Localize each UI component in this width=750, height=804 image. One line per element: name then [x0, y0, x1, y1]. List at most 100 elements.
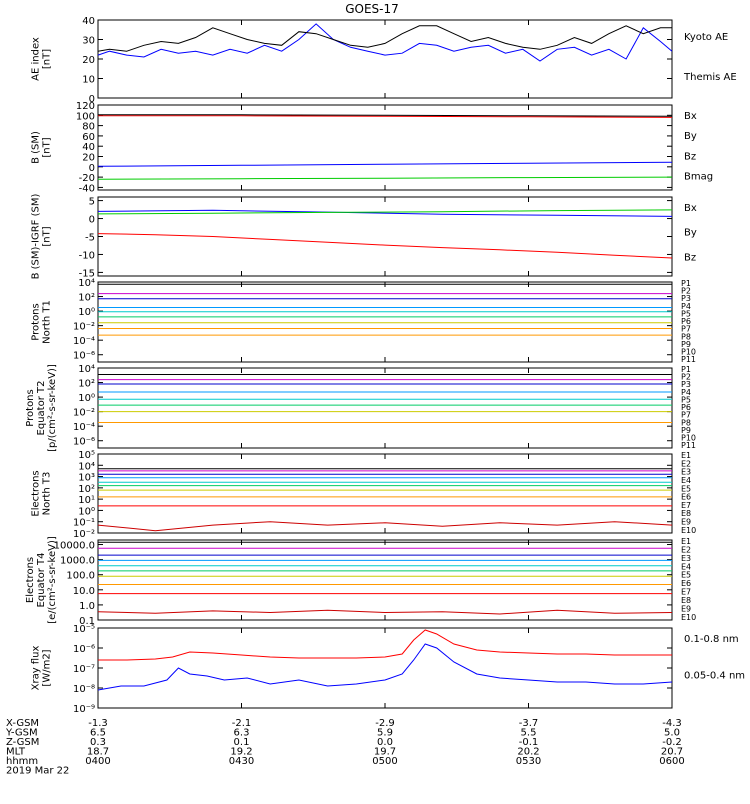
panel-xray: 10⁻⁹ 10⁻⁸ 10⁻⁷ 10⁻⁶ 10⁻⁵ Xray flux [W/m2] 0.1-0…	[31, 624, 746, 715]
legend-label: P2	[681, 287, 691, 296]
series-line-Kyoto AE	[97, 23, 673, 62]
y-tick-label: 0	[89, 94, 95, 105]
legend-label: E9	[681, 604, 691, 613]
y-axis-label-line: Equator T2	[36, 381, 47, 436]
legend-label: P5	[681, 395, 691, 404]
y-tick-label: 10⁻⁴	[73, 422, 95, 433]
y-tick-label: 1.0	[79, 601, 95, 612]
y-tick-label: -20	[79, 173, 95, 184]
footer-row-label: hhmm	[6, 756, 38, 767]
y-axis-label-line: Equator T4	[36, 553, 47, 608]
y-tick-label: 10⁴	[78, 364, 95, 375]
y-axis-label-line: North T3	[42, 472, 53, 516]
footer-row-value: -2.1	[232, 718, 252, 729]
footer-row-value: 18.7	[87, 747, 109, 758]
y-tick-label: -15	[79, 268, 95, 279]
legend-label: P4	[681, 302, 691, 311]
panel-frame	[97, 196, 673, 277]
legend-label: P7	[681, 411, 691, 420]
legend-label: Kyoto AE	[684, 32, 728, 43]
legend-label: By	[684, 228, 697, 239]
y-tick-label: 10⁻²	[73, 408, 95, 419]
footer-row-value: 19.7	[374, 747, 396, 758]
legend-label: E3	[681, 468, 691, 477]
legend-label: E6	[681, 493, 691, 502]
footer-row-value: 0.0	[377, 737, 393, 748]
y-tick-label: 20	[82, 153, 95, 164]
legend-label: E9	[681, 518, 691, 527]
legend-label: P10	[681, 434, 696, 443]
y-tick-label: 100.0	[66, 571, 95, 582]
panel-frame	[97, 539, 673, 621]
y-axis-label: B (SM)-IGRF (SM) [nT]	[31, 194, 53, 280]
y-tick-label: 10⁻¹	[73, 518, 95, 529]
legend-label: Bx	[684, 111, 697, 122]
y-tick-label: 10⁻⁷	[73, 664, 95, 675]
y-tick-label: 20	[82, 55, 95, 66]
legend-label: P4	[681, 388, 691, 397]
legend-label: E4	[681, 562, 691, 571]
y-tick-label: 30	[82, 36, 95, 47]
y-axis-label-line: Electrons	[25, 557, 36, 603]
y-tick-label: 1000.0	[60, 556, 95, 567]
y-tick-label: 10⁴	[78, 461, 95, 472]
legend-label: P7	[681, 325, 691, 334]
footer-ephemeris: X-GSM -1.3 -2.1 -2.9 -3.7 -4.3 Y-GSM 6.5 6.3 5.9 5…	[5, 718, 685, 777]
y-tick-label: 10	[82, 75, 95, 86]
footer-row-value: 5.0	[664, 728, 680, 739]
legend-label: E10	[681, 526, 696, 535]
series-line-Bz	[97, 233, 673, 259]
legend-label: E1	[681, 537, 691, 546]
y-tick-label: 10⁻⁹	[73, 704, 95, 715]
legend-label: E3	[681, 554, 691, 563]
footer-row-value: 0600	[659, 756, 684, 767]
y-axis-label-line: [e/(cm²-s-sr-keV)]	[47, 536, 58, 624]
y-axis-label: AE index [nT]	[31, 37, 53, 81]
legend-label: E8	[681, 509, 691, 518]
footer-row-value: -2.9	[375, 718, 395, 729]
panel-bsmigrf: -15 -10 -5 0 5 B (SM)-IGRF (SM) [nT] Bx By Bz	[31, 194, 697, 280]
series-line-Bmag	[98, 114, 673, 117]
footer-row-label: Z-GSM	[6, 737, 39, 748]
footer-row-value: 20.2	[517, 747, 539, 758]
y-axis-label-line: [p/(cm²-s-sr-keV)]	[47, 364, 58, 452]
y-axis-label: Protons Equator T2 [p/(cm²-s-sr-keV)]	[25, 364, 58, 452]
y-tick-label: 10⁻⁶	[73, 644, 95, 655]
y-axis-label-line: Protons	[25, 389, 36, 426]
panel-frame	[97, 453, 673, 534]
y-tick-label: 10⁰	[78, 393, 95, 404]
legend-label: E5	[681, 484, 691, 493]
legend-label: E6	[681, 579, 691, 588]
legend-label: P2	[681, 373, 691, 382]
y-tick-label: 10⁻⁶	[73, 351, 95, 362]
legend-label: P6	[681, 317, 691, 326]
legend-label: P8	[681, 332, 691, 341]
legend-label: P9	[681, 340, 691, 349]
footer-row-value: 0430	[229, 756, 254, 767]
legend-label: E8	[681, 596, 691, 605]
series-line-Themis AE	[97, 25, 672, 52]
y-tick-label: 40	[82, 142, 95, 153]
footer-row-value: 20.7	[661, 747, 683, 758]
y-axis-label: Xray flux [W/m2]	[31, 646, 53, 691]
panel-protons_n: 10⁻⁶ 10⁻⁴ 10⁻² 10⁰ 10² 10⁴ Protons North T1 P1P2…	[31, 278, 697, 364]
y-axis-label-line: North T1	[42, 300, 53, 344]
y-tick-label: 80	[82, 122, 95, 133]
legend-label: E4	[681, 476, 691, 485]
y-axis-label: Electrons North T3	[31, 470, 53, 516]
y-tick-label: 10²	[78, 484, 95, 495]
series-line-0.1-0.8 nm	[98, 629, 672, 661]
legend-label: E2	[681, 459, 691, 468]
legend-label: P11	[681, 441, 696, 450]
series-line-E10	[97, 521, 673, 532]
series-line-0.05-0.4 nm	[97, 643, 673, 691]
panel-ae: 0 10 20 30 40 AE index [nT] Kyoto AE Themis AE	[31, 16, 737, 105]
y-tick-label: 0	[89, 163, 95, 174]
y-tick-label: -5	[85, 233, 95, 244]
footer-row-value: -1.3	[88, 718, 108, 729]
legend-label: By	[684, 131, 697, 142]
plot-title: GOES-17	[345, 2, 399, 16]
footer-row-value: 0530	[516, 756, 541, 767]
